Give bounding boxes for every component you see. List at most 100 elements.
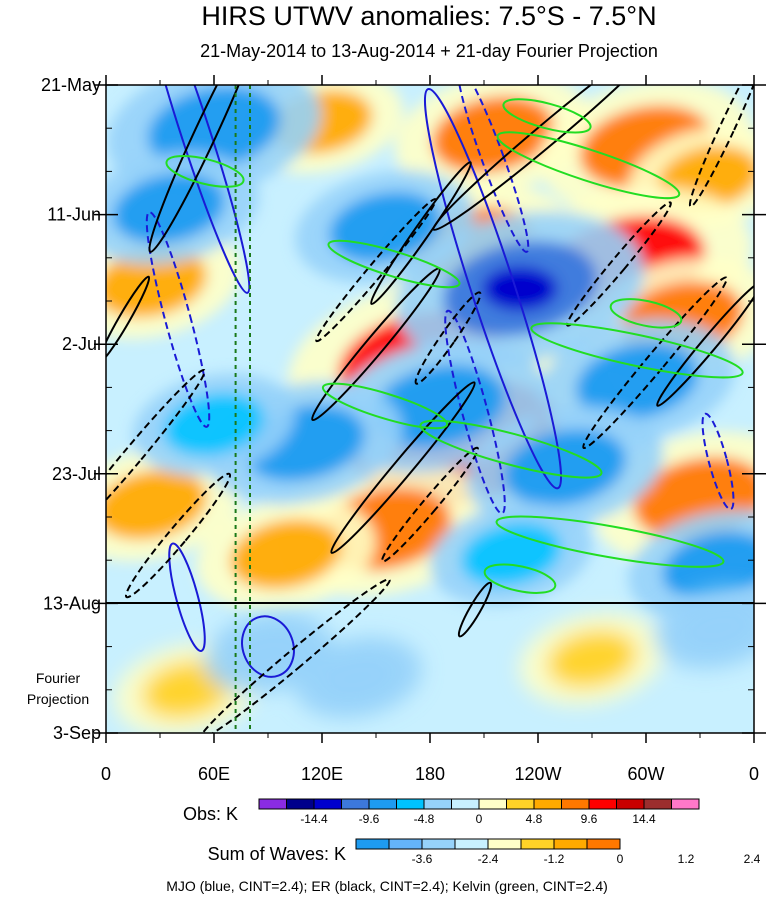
er-contour <box>582 276 728 450</box>
wave-contours <box>106 85 754 733</box>
er-contour <box>566 201 672 327</box>
x-tick-label: 120W <box>514 764 561 784</box>
colorbar-swatch <box>553 838 588 850</box>
colorbar-swatch <box>451 798 480 810</box>
y-tick-label: 11-Jun <box>47 205 101 225</box>
colorbar-swatch <box>454 838 489 850</box>
obs-colorbar-label: Obs: K <box>183 804 238 824</box>
anomaly-core <box>546 630 638 688</box>
anomaly-core <box>106 247 207 318</box>
er-contour <box>106 275 151 364</box>
colorbar-swatch <box>341 798 370 810</box>
anomaly-core <box>147 86 281 170</box>
chart-title: HIRS UTWV anomalies: 7.5°S - 7.5°N <box>201 1 656 31</box>
x-axis-labels: 0 60E 120E 180 120W 60W 0 <box>101 764 759 784</box>
axis-ticks <box>94 75 766 743</box>
projection-label-line: Fourier <box>36 670 81 686</box>
colorbar-swatch <box>616 798 645 810</box>
y-axis-labels: 21-May 11-Jun 2-Jul 23-Jul 13-Aug 3-Sep <box>41 75 101 743</box>
mjo-contour <box>241 615 295 678</box>
kelvin-contour <box>327 239 461 289</box>
colorbar-swatch <box>355 838 390 850</box>
kelvin-contour <box>495 515 725 568</box>
anomaly-core <box>678 602 754 654</box>
x-tick-label: 0 <box>101 764 111 784</box>
kelvin-contour <box>609 298 683 329</box>
x-tick-label: 0 <box>749 764 759 784</box>
er-contour <box>414 291 482 385</box>
colorbar-swatch <box>258 798 287 810</box>
er-contour <box>148 85 262 253</box>
mjo-contour <box>141 85 251 294</box>
colorbar-swatch <box>533 798 562 810</box>
er-contour <box>457 581 493 638</box>
colorbar-swatch <box>506 798 535 810</box>
mjo-contour <box>701 412 735 511</box>
projection-label-line: Projection <box>27 691 89 707</box>
waves-colorbar-ticks: -3.6-2.4-1.201.22.43.6 <box>412 852 761 866</box>
anomaly-core <box>163 392 265 457</box>
colorbar-swatch <box>588 798 617 810</box>
anomaly-core <box>329 191 441 262</box>
anomaly-core <box>504 429 626 506</box>
x-tick-label: 180 <box>415 764 445 784</box>
anomaly-core <box>113 173 225 244</box>
waves-colorbar <box>355 838 621 850</box>
colorbar-swatch <box>313 798 342 810</box>
colorbar-swatch <box>671 798 700 810</box>
kelvin-contour <box>165 155 245 188</box>
obs-colorbar <box>258 798 700 810</box>
projection-label: Fourier Projection <box>27 670 89 707</box>
y-tick-label: 2-Jul <box>62 334 101 354</box>
observed-anomaly-field <box>106 85 754 623</box>
er-contour <box>688 85 754 208</box>
y-tick-label: 21-May <box>41 75 101 95</box>
anomaly-core <box>372 364 506 448</box>
x-tick-label: 120E <box>301 764 343 784</box>
waves-colorbar-tick-label: -2.4 <box>478 852 499 866</box>
mjo-contour <box>444 309 506 515</box>
colorbar-swatch <box>286 798 315 810</box>
x-tick-label: 60E <box>198 764 230 784</box>
colorbar-swatch <box>643 798 672 810</box>
colorbar-swatch <box>396 798 425 810</box>
colorbar-swatch <box>520 838 555 850</box>
er-contour <box>381 446 479 563</box>
er-contour <box>370 161 472 306</box>
waves-colorbar-tick-label: -1.2 <box>544 852 565 866</box>
obs-colorbar-tick-label: 4.8 <box>526 812 543 826</box>
obs-colorbar-tick-label: 9.6 <box>581 812 598 826</box>
anomaly-core <box>106 469 207 540</box>
kelvin-contour <box>321 382 449 430</box>
anomaly-core <box>432 96 554 173</box>
obs-colorbar-tick-label: -9.6 <box>359 812 380 826</box>
anomaly-peak <box>482 266 558 311</box>
colorbar-swatch <box>487 838 522 850</box>
colorbar-swatch <box>421 838 456 850</box>
reference-meridians <box>234 85 251 733</box>
x-tick-label: 60W <box>627 764 664 784</box>
colorbar-swatch <box>423 798 452 810</box>
y-tick-label: 3-Sep <box>53 723 101 743</box>
plot-area <box>106 85 754 733</box>
obs-colorbar-tick-label: -4.8 <box>414 812 435 826</box>
er-contour <box>330 381 476 554</box>
mjo-contour <box>423 87 563 490</box>
obs-colorbar-ticks: -14.4 -9.6 -4.8 0 4.8 9.6 14.4 <box>300 812 656 826</box>
colorbar-swatch <box>368 798 397 810</box>
er-contour <box>199 578 391 733</box>
footer-legend: MJO (blue, CINT=2.4); ER (black, CINT=2.… <box>166 878 608 894</box>
mjo-contour <box>168 542 206 652</box>
obs-colorbar-tick-label: -14.4 <box>300 812 328 826</box>
projected-anomaly-field <box>114 587 754 733</box>
kelvin-contour <box>483 563 557 594</box>
kelvin-contour <box>530 322 744 379</box>
kelvin-contour <box>496 131 681 200</box>
anomaly-core <box>228 627 308 679</box>
kelvin-contour <box>502 98 592 134</box>
anomaly-core <box>230 519 342 589</box>
chart-subtitle: 21-May-2014 to 13-Aug-2014 + 21-day Four… <box>200 41 658 61</box>
er-contour <box>315 198 437 343</box>
er-contour <box>124 472 232 599</box>
